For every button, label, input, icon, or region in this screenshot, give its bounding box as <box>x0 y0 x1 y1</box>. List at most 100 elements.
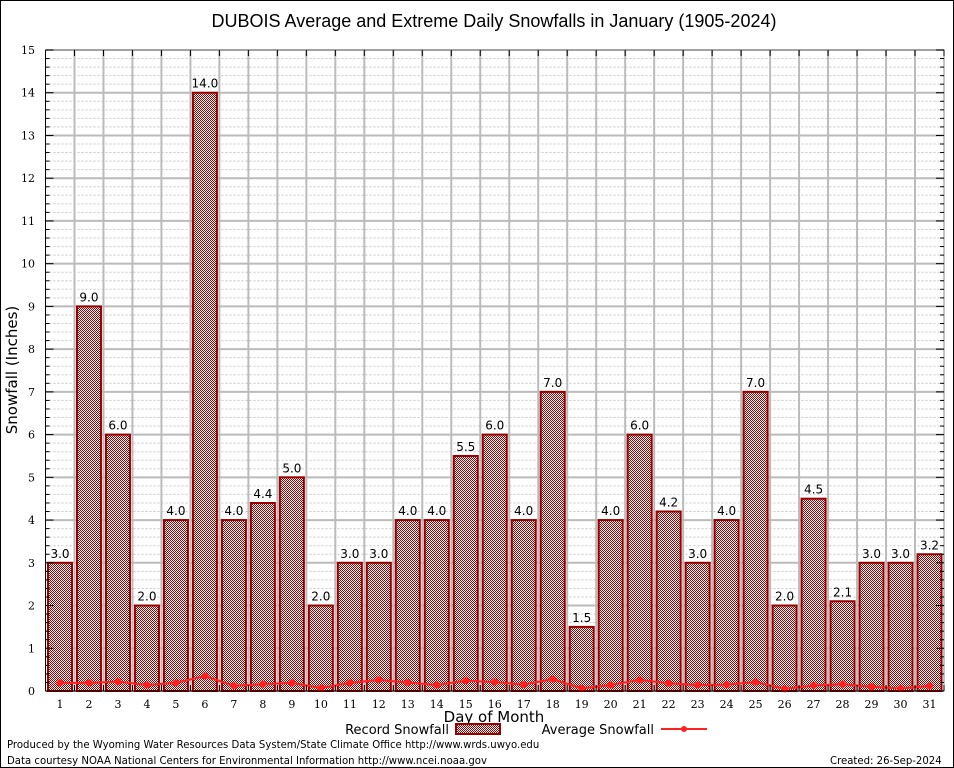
bar-value-label: 4.0 <box>166 504 185 518</box>
average-point <box>752 678 760 686</box>
average-point <box>491 678 499 686</box>
average-point <box>868 683 876 691</box>
average-point <box>694 681 702 689</box>
record-bar <box>220 519 247 692</box>
bar-value-label: 3.0 <box>50 547 69 561</box>
legend-marker-average <box>681 726 687 732</box>
bar-value-label: 4.0 <box>601 504 620 518</box>
record-bar <box>46 561 73 692</box>
average-point <box>317 684 325 692</box>
record-bar <box>133 604 160 692</box>
record-bar <box>887 561 914 692</box>
bar-value-label: 7.0 <box>543 376 562 390</box>
x-tick-label: 16 <box>488 698 502 711</box>
y-tick-label: 11 <box>21 215 35 228</box>
x-tick-label: 12 <box>372 698 386 711</box>
x-tick-label: 9 <box>288 698 295 711</box>
y-tick-label: 4 <box>28 514 35 527</box>
record-bar <box>307 604 334 692</box>
record-bar <box>800 497 827 693</box>
average-point <box>230 682 238 690</box>
average-point <box>926 682 934 690</box>
record-bar <box>626 433 653 692</box>
x-axis-label: Day of Month <box>444 708 545 726</box>
record-bar <box>568 625 595 693</box>
record-bar <box>336 561 363 692</box>
bar-value-label: 4.0 <box>717 504 736 518</box>
record-bar <box>481 433 508 692</box>
legend-label-average: Average Snowfall <box>542 723 654 738</box>
y-tick-label: 15 <box>21 44 35 57</box>
record-bar <box>394 519 421 692</box>
bar-value-label: 3.0 <box>369 547 388 561</box>
average-point <box>520 681 528 689</box>
bar-value-label: 2.0 <box>775 590 794 604</box>
x-tick-label: 21 <box>633 698 647 711</box>
bar-value-label: 4.5 <box>804 483 823 497</box>
average-point <box>404 678 412 686</box>
record-bar <box>249 501 276 692</box>
x-tick-label: 4 <box>143 698 150 711</box>
x-tick-label: 15 <box>459 698 473 711</box>
average-point <box>897 684 905 692</box>
bar-value-label: 3.0 <box>340 547 359 561</box>
record-bar <box>916 553 943 693</box>
record-bar <box>278 476 305 693</box>
bar-value-label: 2.0 <box>137 590 156 604</box>
record-bar <box>539 390 566 692</box>
bar-value-label: 6.0 <box>630 419 649 433</box>
y-tick-label: 1 <box>28 642 35 655</box>
average-point <box>259 680 267 688</box>
x-tick-label: 13 <box>401 698 415 711</box>
x-tick-label: 7 <box>230 698 237 711</box>
x-tick-label: 19 <box>575 698 589 711</box>
record-bar <box>510 519 537 692</box>
x-tick-label: 10 <box>314 698 328 711</box>
x-tick-label: 20 <box>604 698 618 711</box>
bar-value-label: 2.0 <box>311 590 330 604</box>
y-tick-label: 3 <box>28 557 35 570</box>
record-bar <box>423 519 450 692</box>
record-bar <box>104 433 131 692</box>
y-tick-label: 6 <box>28 429 35 442</box>
chart-title: DUBOIS Average and Extreme Daily Snowfal… <box>212 11 777 31</box>
bar-value-label: 4.0 <box>224 504 243 518</box>
record-bar <box>365 561 392 692</box>
x-tick-label: 30 <box>894 698 908 711</box>
average-point <box>56 679 64 687</box>
average-point <box>288 679 296 687</box>
average-point <box>578 684 586 692</box>
average-point <box>85 679 93 687</box>
average-point <box>607 681 615 689</box>
x-tick-label: 2 <box>85 698 92 711</box>
record-bar <box>684 561 711 692</box>
x-tick-label: 22 <box>662 698 676 711</box>
bar-value-label: 4.2 <box>659 496 678 510</box>
x-tick-label: 14 <box>430 698 444 711</box>
record-bar <box>742 390 769 692</box>
bar-value-label: 5.0 <box>282 461 301 475</box>
y-tick-label: 7 <box>28 386 35 399</box>
data-courtesy-text: Data courtesy NOAA National Centers for … <box>7 754 487 767</box>
record-bar <box>655 510 682 692</box>
x-tick-label: 6 <box>201 698 208 711</box>
bar-value-label: 4.0 <box>427 504 446 518</box>
legend-label-record: Record Snowfall <box>345 723 449 738</box>
y-tick-label: 9 <box>28 300 35 313</box>
record-bars <box>46 91 943 693</box>
bar-value-label: 3.0 <box>891 547 910 561</box>
data-labels: 3.0 9.0 6.0 2.0 4.0 14.0 4.0 4.4 5.0 2.0 3.0 3.0 4.0… <box>50 77 939 625</box>
record-bar <box>829 600 856 693</box>
average-point <box>433 681 441 689</box>
bar-value-label: 3.0 <box>862 547 881 561</box>
bar-value-label: 7.0 <box>746 376 765 390</box>
record-bar <box>858 561 885 692</box>
average-line <box>56 672 934 693</box>
bar-value-label: 14.0 <box>192 77 219 91</box>
x-tick-label: 25 <box>749 698 763 711</box>
record-bar <box>597 519 624 692</box>
record-bar <box>191 91 218 692</box>
bar-value-label: 6.0 <box>485 419 504 433</box>
y-tick-label: 8 <box>28 343 35 356</box>
